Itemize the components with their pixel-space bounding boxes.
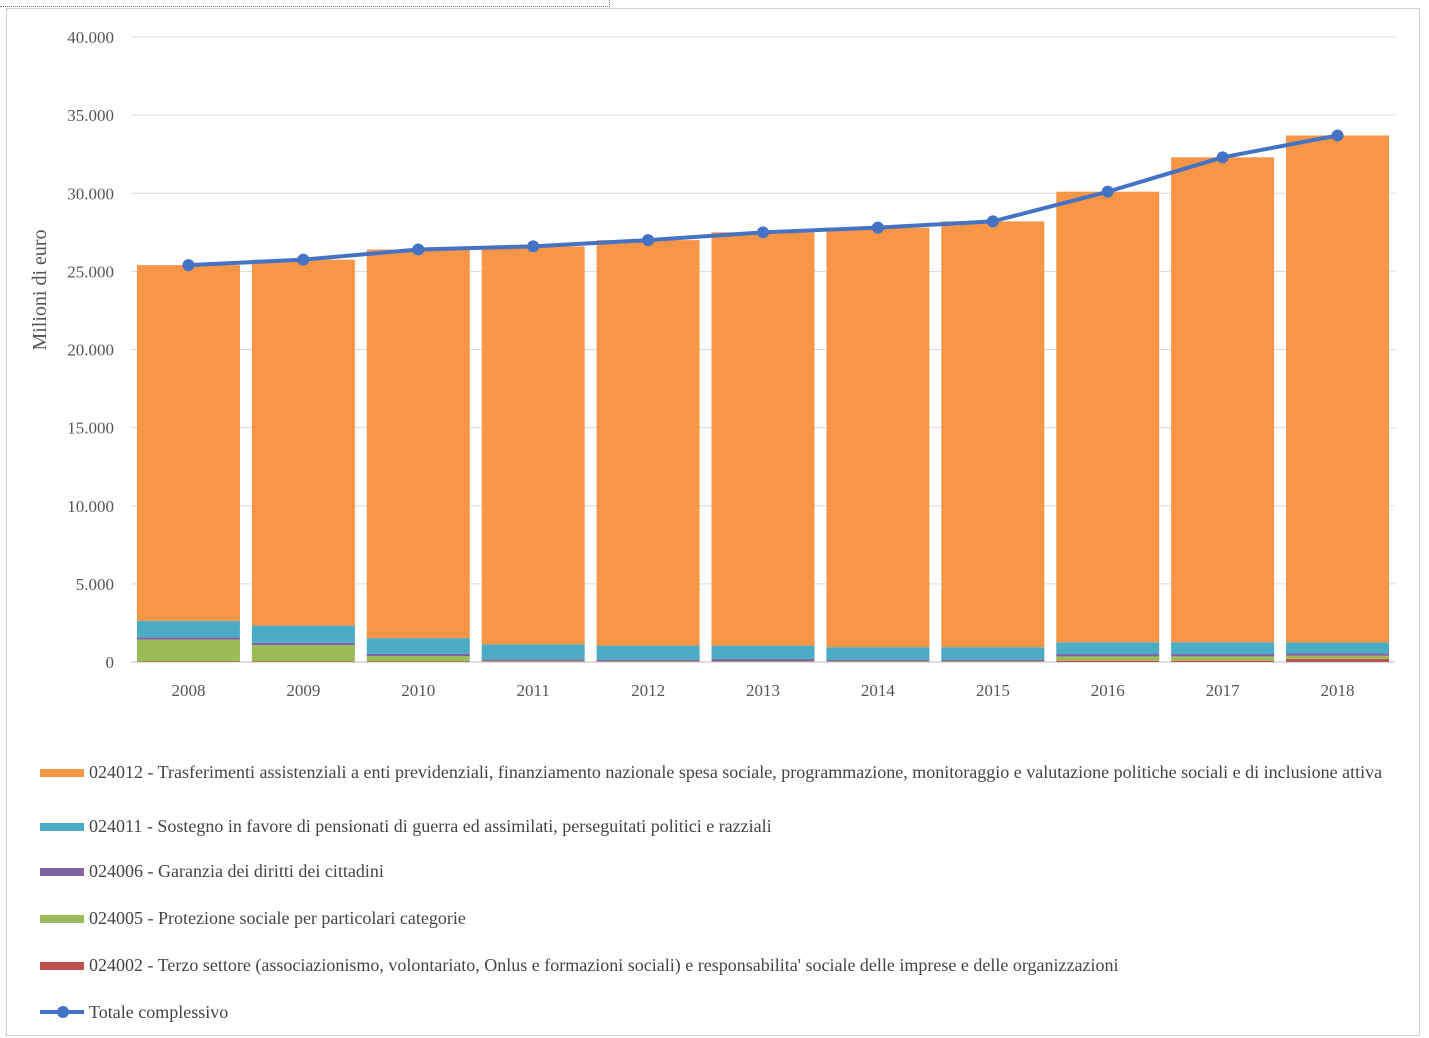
- bar-segment: [826, 647, 930, 660]
- y-tick-label: 35.000: [67, 106, 114, 125]
- bar-segment: [136, 265, 240, 621]
- bar-segment: [366, 653, 470, 657]
- total-line-point: [527, 240, 540, 253]
- x-tick-label: 2014: [861, 681, 896, 700]
- bar-segment: [1286, 642, 1390, 654]
- bar-segment: [711, 232, 815, 646]
- total-line-point: [412, 243, 425, 256]
- legend-item: 024002 - Terzo settore (associazionismo,…: [40, 953, 1400, 977]
- y-tick-label: 5.000: [76, 575, 114, 594]
- bar-segment: [251, 642, 355, 646]
- bar-segment: [481, 659, 585, 661]
- total-line-point: [182, 259, 195, 272]
- legend-swatch: [40, 823, 84, 831]
- legend-label: 024011 - Sostegno in favore di pensionat…: [89, 816, 772, 836]
- total-line-point: [1331, 129, 1344, 142]
- legend-item: 024005 - Protezione sociale per particol…: [40, 906, 1400, 930]
- y-axis-ticks: 0 5.000 10.000 15.000 20.000 25.000 30.000 35.0…: [67, 28, 114, 672]
- bar-segment: [1171, 157, 1275, 643]
- bar-segment: [1056, 660, 1160, 662]
- x-tick-label: 2013: [746, 681, 780, 700]
- total-line: [182, 129, 1344, 272]
- bar-segment: [1056, 654, 1160, 657]
- bar-segment: [711, 658, 815, 662]
- bar-segment: [941, 221, 1045, 648]
- legend-swatch: [40, 962, 84, 970]
- bar-segment: [1286, 655, 1390, 659]
- legend-label: 024005 - Protezione sociale per particol…: [89, 908, 466, 928]
- legend-swatch: [40, 868, 84, 876]
- x-tick-label: 2015: [976, 681, 1010, 700]
- legend-item: 024011 - Sostegno in favore di pensionat…: [40, 814, 1400, 838]
- bar-segment: [941, 647, 1045, 660]
- bar-segment: [826, 227, 930, 648]
- bar-segment: [596, 240, 700, 646]
- bar-segment: [1286, 653, 1390, 656]
- x-tick-label: 2016: [1091, 681, 1125, 700]
- total-line-point: [1101, 185, 1114, 198]
- y-tick-label: 25.000: [67, 262, 114, 281]
- total-line-point: [297, 253, 310, 266]
- legend-label: 024006 - Garanzia dei diritti dei cittad…: [89, 861, 384, 881]
- bar-segment: [1286, 658, 1390, 662]
- bar-segment: [136, 637, 240, 640]
- bar-segment: [1056, 642, 1160, 655]
- legend-swatch: [40, 769, 84, 777]
- x-tick-label: 2011: [516, 681, 549, 700]
- bar-segment: [481, 660, 585, 662]
- legend-item: 024012 - Trasferimenti assistenziali a e…: [40, 760, 1400, 784]
- bar-segment: [596, 659, 700, 662]
- y-axis-title: Milioni di euro: [29, 229, 51, 350]
- x-tick-label: 2012: [631, 681, 665, 700]
- x-tick-label: 2009: [286, 681, 320, 700]
- top-strip-remnant: [0, 0, 610, 7]
- y-tick-label: 40.000: [67, 28, 114, 47]
- total-line-point: [986, 215, 999, 228]
- y-tick-label: 20.000: [67, 341, 114, 360]
- bar-segment: [1171, 660, 1275, 662]
- x-tick-label: 2017: [1206, 681, 1241, 700]
- x-tick-label: 2018: [1321, 681, 1355, 700]
- total-line-point: [871, 221, 884, 234]
- bar-segment: [826, 659, 930, 662]
- total-line-point: [757, 226, 769, 239]
- legend-item: Totale complessivo: [40, 1000, 1400, 1024]
- legend-item: 024006 - Garanzia dei diritti dei cittad…: [40, 859, 1400, 883]
- y-tick-label: 15.000: [67, 419, 114, 438]
- bar-segment: [251, 645, 355, 662]
- bar-segment: [1171, 654, 1275, 657]
- bar-segment: [366, 656, 470, 662]
- bar-segment: [1171, 656, 1275, 661]
- bar-segment: [1056, 191, 1160, 643]
- bar-segment: [1286, 135, 1390, 643]
- y-tick-label: 30.000: [67, 184, 114, 203]
- bar-segment: [136, 639, 240, 662]
- bar-segment: [1056, 656, 1160, 661]
- bar-segment: [596, 645, 700, 660]
- bar-segment: [251, 259, 355, 626]
- legend-label: 024012 - Trasferimenti assistenziali a e…: [89, 762, 1383, 782]
- legend-label: Totale complessivo: [89, 1002, 229, 1022]
- y-tick-label: 0: [106, 653, 115, 672]
- bar-segment: [481, 246, 585, 645]
- total-line-point: [642, 234, 655, 247]
- legend-line-marker: [40, 1000, 84, 1024]
- bars: [136, 135, 1390, 662]
- x-axis-ticks: 2008 2009 2010 2011 2012 2013 2014 2015 2016 2017…: [171, 681, 1354, 700]
- bar-segment: [251, 625, 355, 643]
- bar-segment: [136, 620, 240, 638]
- legend-label: 024002 - Terzo settore (associazionismo,…: [89, 955, 1119, 975]
- bar-segment: [711, 645, 815, 659]
- bar-segment: [366, 249, 470, 639]
- legend-swatch: [40, 915, 84, 923]
- total-line-point: [1216, 151, 1229, 164]
- x-tick-label: 2008: [171, 681, 205, 700]
- bar-segment: [481, 644, 585, 660]
- bar-segment: [1171, 642, 1275, 655]
- x-tick-label: 2010: [401, 681, 435, 700]
- bar-segment: [941, 659, 1045, 662]
- y-tick-label: 10.000: [67, 497, 114, 516]
- bar-segment: [366, 638, 470, 654]
